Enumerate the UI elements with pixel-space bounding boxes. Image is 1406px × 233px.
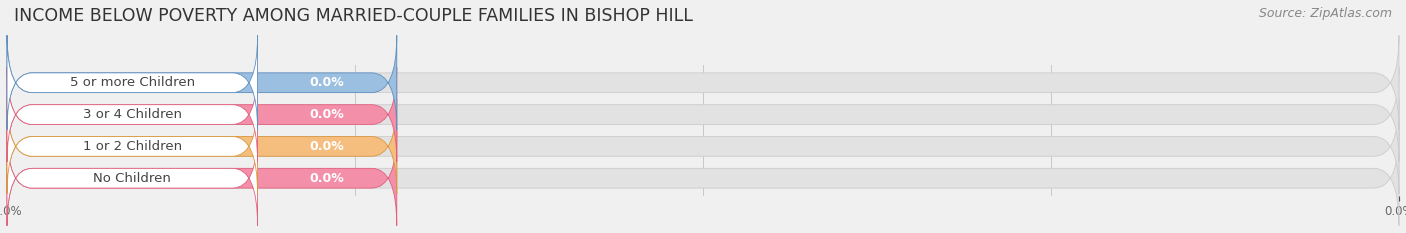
Text: 5 or more Children: 5 or more Children <box>70 76 195 89</box>
FancyBboxPatch shape <box>7 131 257 226</box>
FancyBboxPatch shape <box>7 131 1399 226</box>
FancyBboxPatch shape <box>7 35 257 130</box>
Text: 0.0%: 0.0% <box>309 172 344 185</box>
FancyBboxPatch shape <box>7 99 396 194</box>
Text: 0.0%: 0.0% <box>309 108 344 121</box>
FancyBboxPatch shape <box>7 67 257 162</box>
Text: 1 or 2 Children: 1 or 2 Children <box>83 140 181 153</box>
Text: 3 or 4 Children: 3 or 4 Children <box>83 108 181 121</box>
Text: Source: ZipAtlas.com: Source: ZipAtlas.com <box>1258 7 1392 20</box>
FancyBboxPatch shape <box>7 35 396 130</box>
Text: 0.0%: 0.0% <box>309 76 344 89</box>
Text: 0.0%: 0.0% <box>309 140 344 153</box>
FancyBboxPatch shape <box>7 131 396 226</box>
FancyBboxPatch shape <box>7 99 1399 194</box>
Text: INCOME BELOW POVERTY AMONG MARRIED-COUPLE FAMILIES IN BISHOP HILL: INCOME BELOW POVERTY AMONG MARRIED-COUPL… <box>14 7 693 25</box>
FancyBboxPatch shape <box>7 67 1399 162</box>
Text: No Children: No Children <box>93 172 172 185</box>
FancyBboxPatch shape <box>7 67 396 162</box>
FancyBboxPatch shape <box>7 35 1399 130</box>
FancyBboxPatch shape <box>7 99 257 194</box>
